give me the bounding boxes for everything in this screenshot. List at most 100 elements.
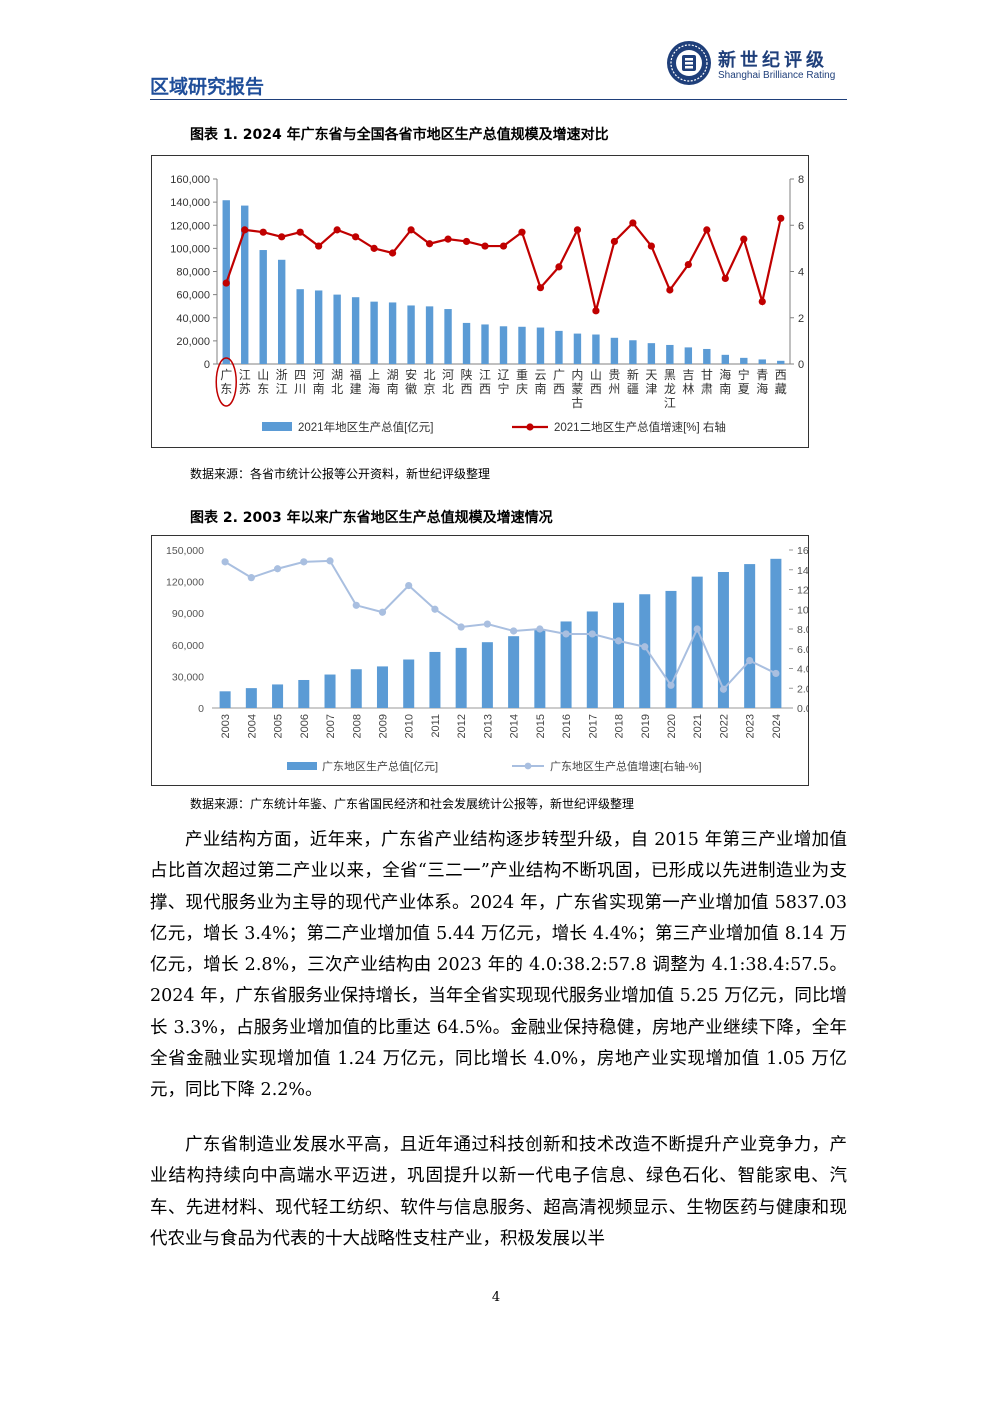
bar [272, 684, 284, 708]
y-left-tick-label: 140,000 [170, 197, 210, 209]
growth-point [641, 643, 649, 651]
growth-point [555, 263, 563, 271]
growth-line [225, 218, 782, 312]
section-title: 区域研究报告 [150, 76, 265, 98]
legend-line-label: 2021二地区生产总值增速[%] 右轴 [554, 420, 726, 434]
x-tick-label: 青 [756, 368, 768, 382]
bar [324, 674, 336, 708]
bar [370, 301, 378, 364]
figure2-chart: 0 30,000 60,000 90,000 120,000 150,000 0.0 2.0 4… [166, 545, 818, 773]
x-tick-label: 北 [331, 382, 343, 396]
growth-point [370, 244, 378, 252]
bar [592, 334, 600, 364]
growth-point [629, 219, 637, 227]
bar [429, 651, 441, 708]
x-tick-label: 藏 [775, 382, 787, 396]
bar [629, 340, 637, 364]
bar [534, 629, 546, 708]
bar [219, 691, 231, 708]
brand-name-en: Shanghai Brilliance Rating [718, 70, 836, 81]
y-right-tick-label: 16.0 [797, 545, 808, 557]
x-tick-label: 四 [294, 368, 306, 382]
y-left-tick-label: 40,000 [176, 313, 210, 325]
x-tick-label: 西 [553, 382, 565, 396]
bar [444, 309, 452, 364]
bar [647, 343, 656, 364]
x-tick-label: 内 [571, 368, 583, 382]
bar [573, 333, 582, 364]
x-tick-label: 建 [350, 382, 362, 396]
bar [666, 344, 674, 364]
growth-point [573, 226, 582, 234]
growth-point [300, 558, 308, 566]
x-tick-label: 2022 [718, 714, 730, 738]
growth-point [405, 581, 413, 590]
header-divider [150, 99, 847, 100]
growth-point [483, 620, 491, 628]
x-tick-label: 山 [590, 368, 602, 382]
y-left-tick-label: 160,000 [170, 174, 210, 186]
x-tick-label: 上 [368, 368, 380, 382]
y-left-tick-label: 150,000 [166, 545, 204, 557]
bar [351, 297, 360, 364]
x-tick-label: 黑 [664, 368, 676, 382]
x-tick-label: 南 [313, 381, 325, 396]
bar [298, 679, 310, 708]
figure1-chart: 0 20,000 40,000 60,000 80,000 100,000 120,000 1… [170, 174, 804, 434]
x-tick-label: 2014 [509, 714, 521, 738]
x-tick-label: 新 [627, 367, 639, 382]
growth-point [247, 574, 255, 582]
x-tick-label: 蒙 [571, 382, 583, 396]
legend-line-marker [524, 762, 532, 770]
x-tick-label: 河 [313, 368, 325, 382]
x-tick-label: 北 [424, 368, 436, 382]
y-left-tick-label: 80,000 [176, 267, 210, 279]
bar [721, 354, 730, 364]
x-tick-label: 2019 [640, 714, 652, 738]
x-tick-label: 东 [220, 382, 232, 396]
growth-point [333, 226, 341, 234]
bar [740, 357, 748, 364]
x-tick-label: 西 [479, 382, 491, 396]
x-tick-label: 贵 [608, 368, 620, 382]
bar [403, 659, 415, 708]
bar [333, 294, 341, 364]
y-right-tick-label: 8.0 [797, 624, 808, 636]
growth-point [758, 297, 766, 306]
bar [314, 290, 323, 364]
x-tick-label: 2017 [587, 714, 599, 738]
growth-point [518, 228, 526, 236]
x-tick-label: 浙 [276, 368, 288, 382]
x-tick-label: 南 [719, 381, 731, 396]
page-number: 4 [491, 1290, 501, 1305]
growth-point [719, 685, 728, 693]
x-tick-label: 林 [682, 382, 694, 396]
growth-point [352, 233, 360, 241]
y-right-tick-label: 4 [798, 267, 804, 279]
legend-line-label: 广东地区生产总值增速[右轴-%] [550, 759, 702, 773]
x-tick-label: 陕 [461, 367, 473, 382]
bar [610, 337, 619, 364]
y-right-tick-label: 8 [798, 174, 804, 186]
x-tick-label: 2009 [377, 714, 389, 738]
x-tick-label: 庆 [516, 382, 528, 396]
x-tick-label: 重 [516, 368, 528, 382]
growth-point [536, 284, 545, 292]
bar [717, 571, 729, 708]
y-left-tick-label: 120,000 [166, 577, 204, 589]
x-tick-label: 福 [350, 367, 362, 382]
growth-point [740, 235, 748, 243]
figure2-title: 图表 2. 2003 年以来广东省地区生产总值规模及增速情况 [190, 510, 553, 526]
growth-point [666, 286, 674, 294]
bar [425, 306, 434, 364]
paragraph-manufacturing: 广东省制造业发展水平高，且近年通过科技创新和技术改造不断提升产业竞争力，产业结构… [150, 1135, 847, 1249]
y-left-tick-label: 120,000 [170, 220, 210, 232]
growth-point [536, 625, 544, 633]
x-tick-label: 2010 [404, 714, 416, 738]
growth-point [241, 226, 249, 234]
legend-bar-label: 广东地区生产总值[亿元] [322, 759, 438, 773]
growth-point [326, 557, 334, 565]
x-tick-label: 北 [442, 382, 454, 396]
y-right-tick-label: 2 [798, 313, 804, 325]
bar [536, 327, 545, 364]
